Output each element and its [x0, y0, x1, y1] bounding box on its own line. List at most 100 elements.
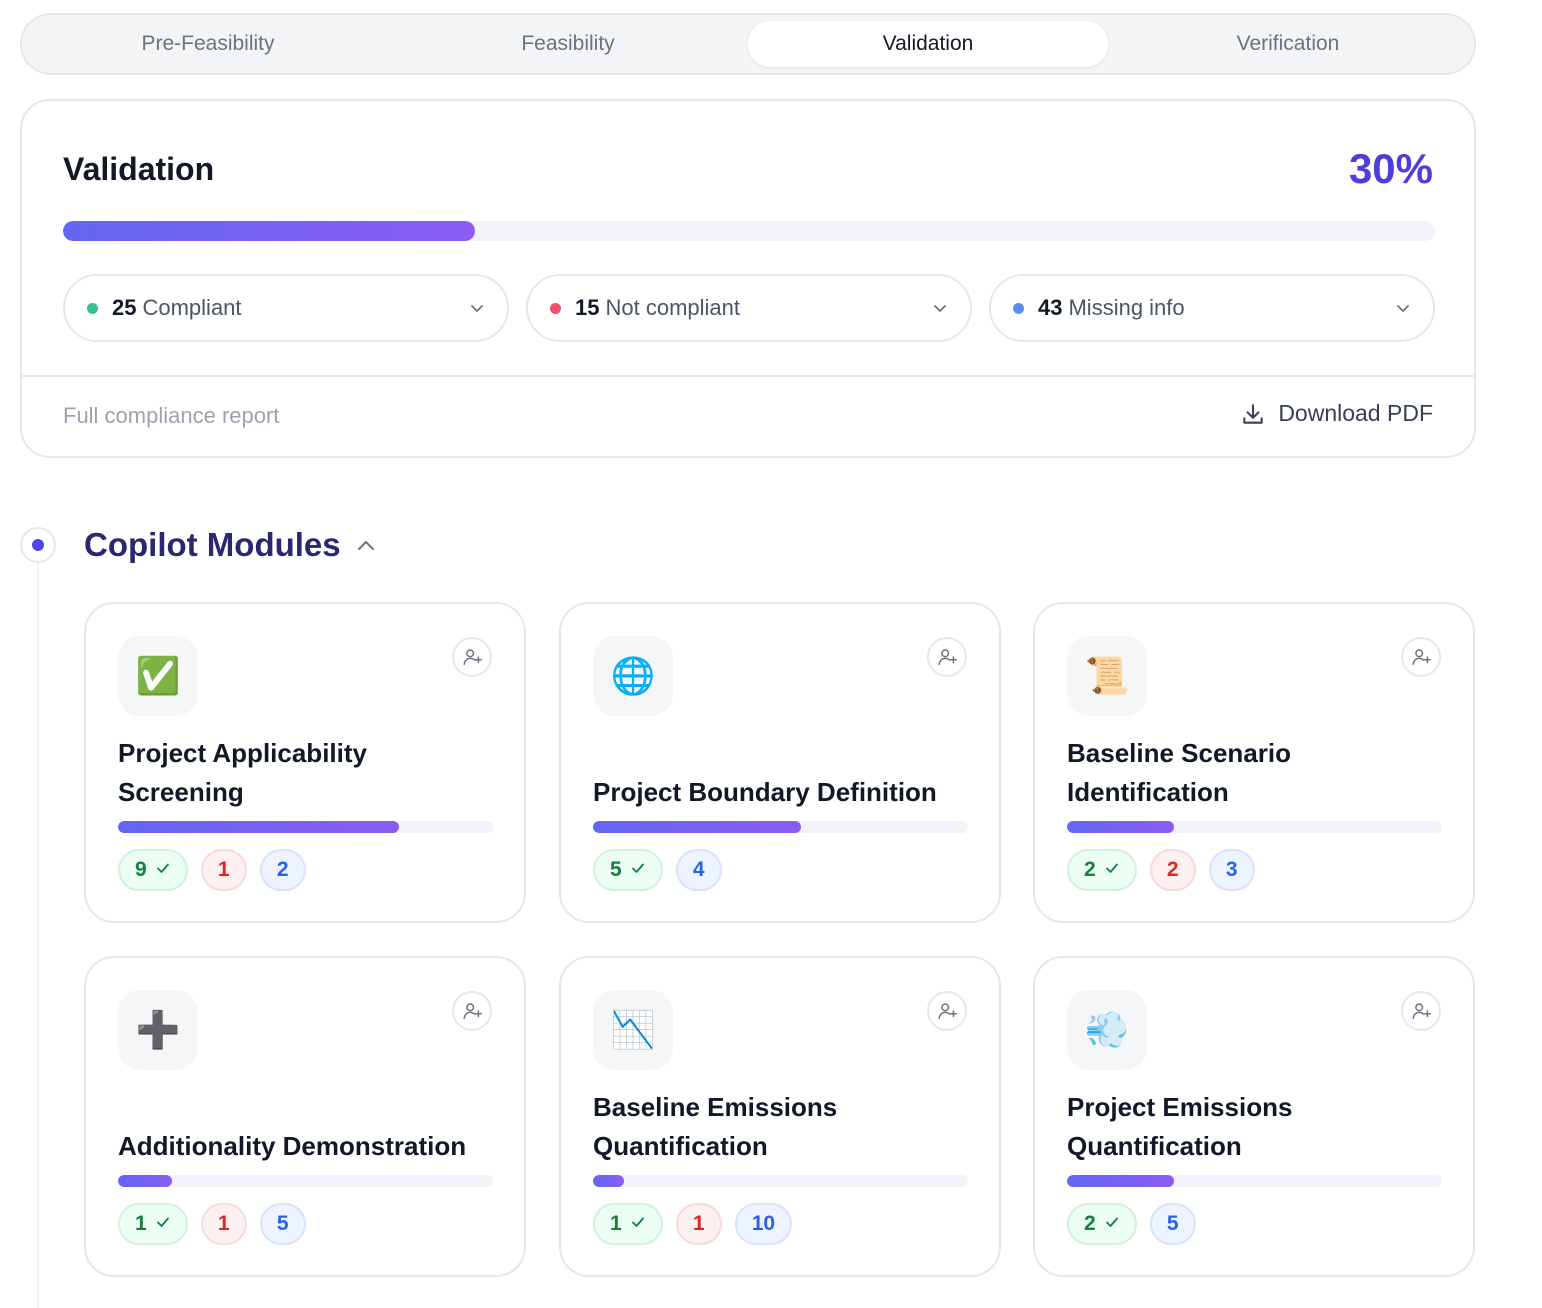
- not-compliant-count-badge[interactable]: 1: [675, 1203, 722, 1245]
- module-progress-bar: [593, 1175, 968, 1187]
- not-compliant-count: 15: [575, 295, 600, 320]
- compliant-label: Compliant: [142, 295, 242, 320]
- tab-pre-feasibility[interactable]: Pre-Feasibility: [141, 32, 275, 55]
- not-compliant-dot-icon: [550, 302, 561, 314]
- module-progress-bar: [1067, 821, 1442, 833]
- chevron-down-icon: [1395, 300, 1411, 316]
- globe-icon: 🌐: [610, 655, 656, 696]
- compliant-count: 2: [1084, 1212, 1096, 1235]
- module-title: Additionality Demonstration: [118, 1131, 467, 1161]
- user-plus-icon: [936, 646, 958, 668]
- module-status-badges: 1 1 10: [593, 1203, 793, 1245]
- assign-user-button[interactable]: [452, 637, 492, 677]
- missing-info-dropdown[interactable]: 43 Missing info: [989, 274, 1435, 342]
- validation-summary-card: Validation 30% 25 Compliant 15 Not compl…: [20, 99, 1476, 458]
- user-plus-icon: [461, 646, 483, 668]
- module-progress-bar: [118, 1175, 493, 1187]
- not-compliant-count-badge[interactable]: 2: [1149, 849, 1196, 891]
- module-card[interactable]: 📜 Baseline Scenario Identification 2 2 3: [1033, 602, 1475, 923]
- tab-verification[interactable]: Verification: [1236, 32, 1340, 55]
- module-title: Project Emissions Quantification: [1067, 1092, 1293, 1161]
- chevron-up-icon[interactable]: [355, 535, 377, 557]
- assign-user-button[interactable]: [927, 991, 967, 1031]
- not-compliant-label: Not compliant: [605, 295, 740, 320]
- compliant-count-badge[interactable]: 9: [118, 849, 188, 891]
- chevron-down-icon: [469, 300, 485, 316]
- not-compliant-dropdown[interactable]: 15 Not compliant: [526, 274, 972, 342]
- module-progress-fill: [593, 821, 802, 833]
- not-compliant-count-badge[interactable]: 1: [200, 849, 247, 891]
- missing-info-label: Missing info: [1068, 295, 1185, 320]
- compliant-count: 25: [112, 295, 137, 320]
- download-icon: [1243, 403, 1264, 424]
- missing-info-count-badge[interactable]: 3: [1208, 849, 1255, 891]
- module-card[interactable]: 📉 Baseline Emissions Quantification 1 1 10: [559, 956, 1001, 1277]
- chevron-down-icon: [932, 300, 948, 316]
- missing-info-count-badge[interactable]: 10: [734, 1203, 793, 1245]
- module-title: Baseline Emissions Quantification: [593, 1092, 838, 1161]
- compliant-count: 2: [1084, 858, 1096, 881]
- tab-validation[interactable]: Validation: [748, 21, 1108, 67]
- chart-decreasing-icon: 📉: [610, 1009, 656, 1050]
- scroll-icon: 📜: [1084, 655, 1130, 696]
- module-card[interactable]: ✅ Project Applicability Screening 9 1 2: [84, 602, 526, 923]
- compliant-count: 1: [610, 1212, 622, 1235]
- download-pdf-label: Download PDF: [1278, 400, 1433, 426]
- missing-info-count-badge[interactable]: 4: [675, 849, 722, 891]
- missing-info-count-badge[interactable]: 5: [1149, 1203, 1196, 1245]
- missing-info-count: 43: [1038, 295, 1063, 320]
- card-divider: [22, 375, 1474, 377]
- module-progress-fill: [1067, 821, 1174, 833]
- assign-user-button[interactable]: [1401, 991, 1441, 1031]
- compliant-count-badge[interactable]: 2: [1067, 1203, 1137, 1245]
- module-icon-tile: ➕: [118, 990, 198, 1070]
- user-plus-icon: [1410, 1000, 1432, 1022]
- module-card[interactable]: 🌐 Project Boundary Definition 5 4: [559, 602, 1001, 923]
- validation-progress-bar: [63, 221, 1435, 241]
- user-plus-icon: [1410, 646, 1432, 668]
- compliant-count-badge[interactable]: 1: [118, 1203, 188, 1245]
- timeline-line: [37, 563, 39, 1308]
- module-progress-bar: [593, 821, 968, 833]
- compliant-count-badge[interactable]: 1: [593, 1203, 663, 1245]
- module-icon-tile: 📜: [1067, 636, 1147, 716]
- assign-user-button[interactable]: [1401, 637, 1441, 677]
- missing-info-count-badge[interactable]: 2: [259, 849, 306, 891]
- compliant-count-badge[interactable]: 2: [1067, 849, 1137, 891]
- module-icon-tile: 📉: [593, 990, 673, 1070]
- timeline-dot: [20, 527, 56, 563]
- plus-icon: ➕: [135, 1009, 181, 1050]
- user-plus-icon: [936, 1000, 958, 1022]
- compliant-count: 5: [610, 858, 622, 881]
- check-icon: [1096, 1212, 1120, 1236]
- validation-progress-fill: [63, 221, 475, 241]
- module-card[interactable]: ➕ Additionality Demonstration 1 1 5: [84, 956, 526, 1277]
- module-icon-tile: 💨: [1067, 990, 1147, 1070]
- compliant-dropdown[interactable]: 25 Compliant: [63, 274, 509, 342]
- assign-user-button[interactable]: [452, 991, 492, 1031]
- check-icon: [1096, 858, 1120, 882]
- tab-feasibility[interactable]: Feasibility: [521, 32, 615, 55]
- module-card[interactable]: 💨 Project Emissions Quantification 2 5: [1033, 956, 1475, 1277]
- module-title: Baseline Scenario Identification: [1067, 738, 1291, 807]
- module-progress-fill: [118, 821, 400, 833]
- check-mark-icon: ✅: [135, 655, 181, 696]
- missing-info-count-badge[interactable]: 5: [259, 1203, 306, 1245]
- module-title: Project Applicability Screening: [118, 738, 367, 807]
- assign-user-button[interactable]: [927, 637, 967, 677]
- compliant-dot-icon: [87, 302, 98, 314]
- compliant-count-badge[interactable]: 5: [593, 849, 663, 891]
- compliant-count: 1: [135, 1212, 147, 1235]
- download-pdf-button[interactable]: Download PDF: [1240, 400, 1433, 427]
- module-icon-tile: ✅: [118, 636, 198, 716]
- compliant-count: 9: [135, 858, 147, 881]
- not-compliant-count-badge[interactable]: 1: [200, 1203, 247, 1245]
- phase-tabs: Pre-Feasibility Feasibility Validation V…: [20, 13, 1476, 75]
- module-progress-bar: [1067, 1175, 1442, 1187]
- module-icon-tile: 🌐: [593, 636, 673, 716]
- check-icon: [147, 1212, 171, 1236]
- dash-cloud-icon: 💨: [1084, 1009, 1130, 1050]
